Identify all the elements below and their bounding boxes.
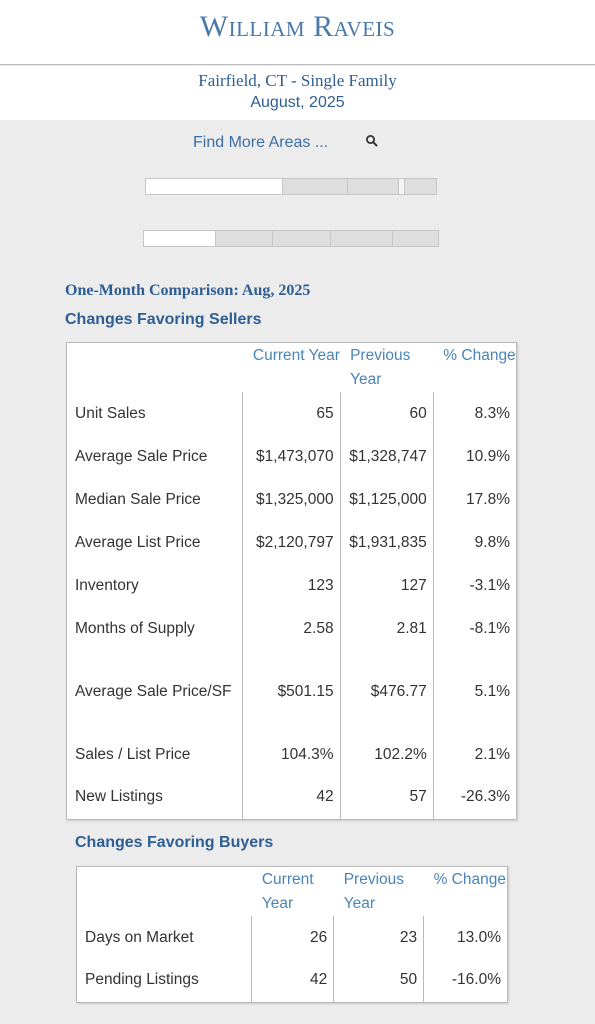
sellers-table: Current Year Previous Year % Change Unit…: [66, 342, 517, 820]
row-label: Median Sale Price: [75, 490, 201, 508]
previous-value: 57: [339, 776, 434, 819]
previous-value: 23: [333, 916, 424, 959]
table-row: New Listings 42 57 -26.3%: [67, 776, 517, 819]
col-header-current: Current Year: [252, 347, 340, 364]
table-row: Months of Supply 2.58 2.81 -8.1%: [67, 607, 517, 650]
search-icon[interactable]: [364, 133, 380, 149]
percent-change: 2.1%: [432, 733, 517, 776]
table-row: Average Sale Price $1,473,070 $1,328,747 10…: [67, 435, 517, 478]
previous-value: 127: [339, 564, 434, 607]
table-row: Average Sale Price/SF $501.15 $476.77 5.1%: [67, 650, 517, 733]
row-label: Average List Price: [75, 533, 201, 551]
table-row: Unit Sales 65 60 8.3%: [67, 392, 517, 435]
table-row: Pending Listings 42 50 -16.0%: [77, 959, 508, 1002]
table-row: Days on Market 26 23 13.0%: [77, 916, 508, 959]
col-header-change: % Change: [443, 347, 516, 364]
current-value: 2.58: [242, 607, 341, 650]
current-value: 123: [242, 564, 341, 607]
table-row: Inventory 123 127 -3.1%: [67, 564, 517, 607]
table-row: Sales / List Price 104.3% 102.2% 2.1%: [67, 733, 517, 776]
report-period: August, 2025: [250, 94, 345, 111]
report-area: Fairfield, CT - Single Family: [198, 71, 397, 90]
percent-change: 17.8%: [432, 478, 517, 521]
logo[interactable]: William Raveis: [199, 10, 396, 43]
site-header: William Raveis: [0, 0, 595, 65]
percent-change: 9.8%: [432, 521, 517, 564]
table-row: Median Sale Price $1,325,000 $1,125,000 17.…: [67, 478, 517, 521]
current-value: $1,473,070: [242, 435, 341, 478]
percent-change: -8.1%: [432, 607, 517, 650]
percent-change: -26.3%: [432, 776, 517, 819]
current-value: 104.3%: [242, 733, 341, 776]
col-header-previous: Previous Year: [343, 871, 405, 912]
area-selector-bar[interactable]: [145, 178, 437, 195]
percent-change: 5.1%: [432, 650, 517, 733]
table-header-row: Current Year Previous Year % Change: [77, 867, 508, 917]
previous-value: 50: [333, 959, 424, 1002]
sellers-title: Changes Favoring Sellers: [65, 311, 262, 328]
buyers-title: Changes Favoring Buyers: [75, 834, 274, 851]
find-more-areas-link[interactable]: Find More Areas ...: [193, 134, 329, 151]
current-value: $501.15: [242, 650, 341, 733]
current-value: 42: [242, 776, 341, 819]
col-header-change: % Change: [433, 871, 506, 888]
current-value: $1,325,000: [242, 478, 341, 521]
previous-value: 60: [339, 392, 434, 435]
previous-value: $1,328,747: [339, 435, 434, 478]
current-value: 42: [251, 959, 334, 1002]
percent-change: 8.3%: [432, 392, 517, 435]
table-header-row: Current Year Previous Year % Change: [67, 343, 517, 393]
comparison-title: One-Month Comparison: Aug, 2025: [65, 282, 311, 299]
row-label: New Listings: [75, 788, 163, 806]
previous-value: $476.77: [339, 650, 434, 733]
row-label: Sales / List Price: [75, 745, 191, 763]
current-value: $2,120,797: [242, 521, 341, 564]
row-label: Days on Market: [85, 928, 194, 946]
percent-change: 10.9%: [432, 435, 517, 478]
buyers-table: Current Year Previous Year % Change Days…: [76, 866, 508, 1003]
row-label: Months of Supply: [75, 619, 195, 637]
row-label: Unit Sales: [75, 404, 146, 422]
row-label: Pending Listings: [85, 971, 199, 989]
previous-value: 102.2%: [339, 733, 434, 776]
row-label: Average Sale Price/SF: [75, 682, 232, 700]
row-label: Average Sale Price: [75, 447, 208, 465]
table-row: Average List Price $2,120,797 $1,931,835 9.…: [67, 521, 517, 564]
row-label: Inventory: [75, 576, 139, 594]
col-header-previous: Previous Year: [350, 347, 411, 388]
percent-change: 13.0%: [423, 916, 508, 959]
previous-value: $1,125,000: [339, 478, 434, 521]
report-heading: Fairfield, CT - Single Family August, 20…: [0, 66, 595, 120]
current-value: 65: [242, 392, 341, 435]
col-header-current: Current Year: [261, 871, 314, 912]
percent-change: -3.1%: [432, 564, 517, 607]
current-value: 26: [251, 916, 334, 959]
percent-change: -16.0%: [423, 959, 508, 1002]
previous-value: 2.81: [339, 607, 434, 650]
period-selector-bar[interactable]: [143, 230, 439, 247]
previous-value: $1,931,835: [339, 521, 434, 564]
